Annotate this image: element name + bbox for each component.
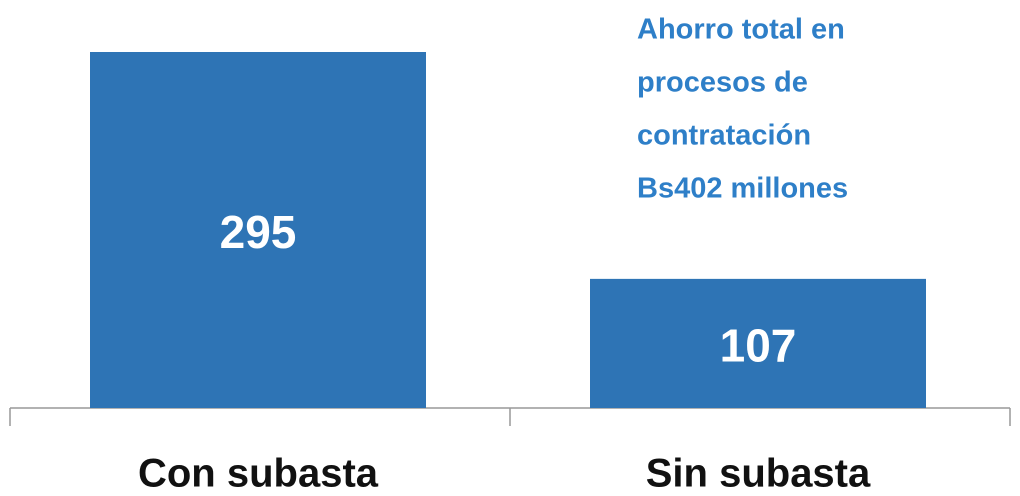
x-tick-label: Sin subasta <box>646 452 871 496</box>
annotation: Bs402 millones <box>637 173 848 205</box>
annotation: contratación <box>637 120 811 152</box>
value-label: 107 <box>720 320 797 372</box>
value-label: 295 <box>220 206 297 258</box>
bar <box>590 278 926 408</box>
bar <box>90 52 426 408</box>
annotation: Ahorro total en <box>637 14 845 46</box>
annotation: procesos de <box>637 67 808 99</box>
x-tick-label: Con subasta <box>138 452 379 496</box>
